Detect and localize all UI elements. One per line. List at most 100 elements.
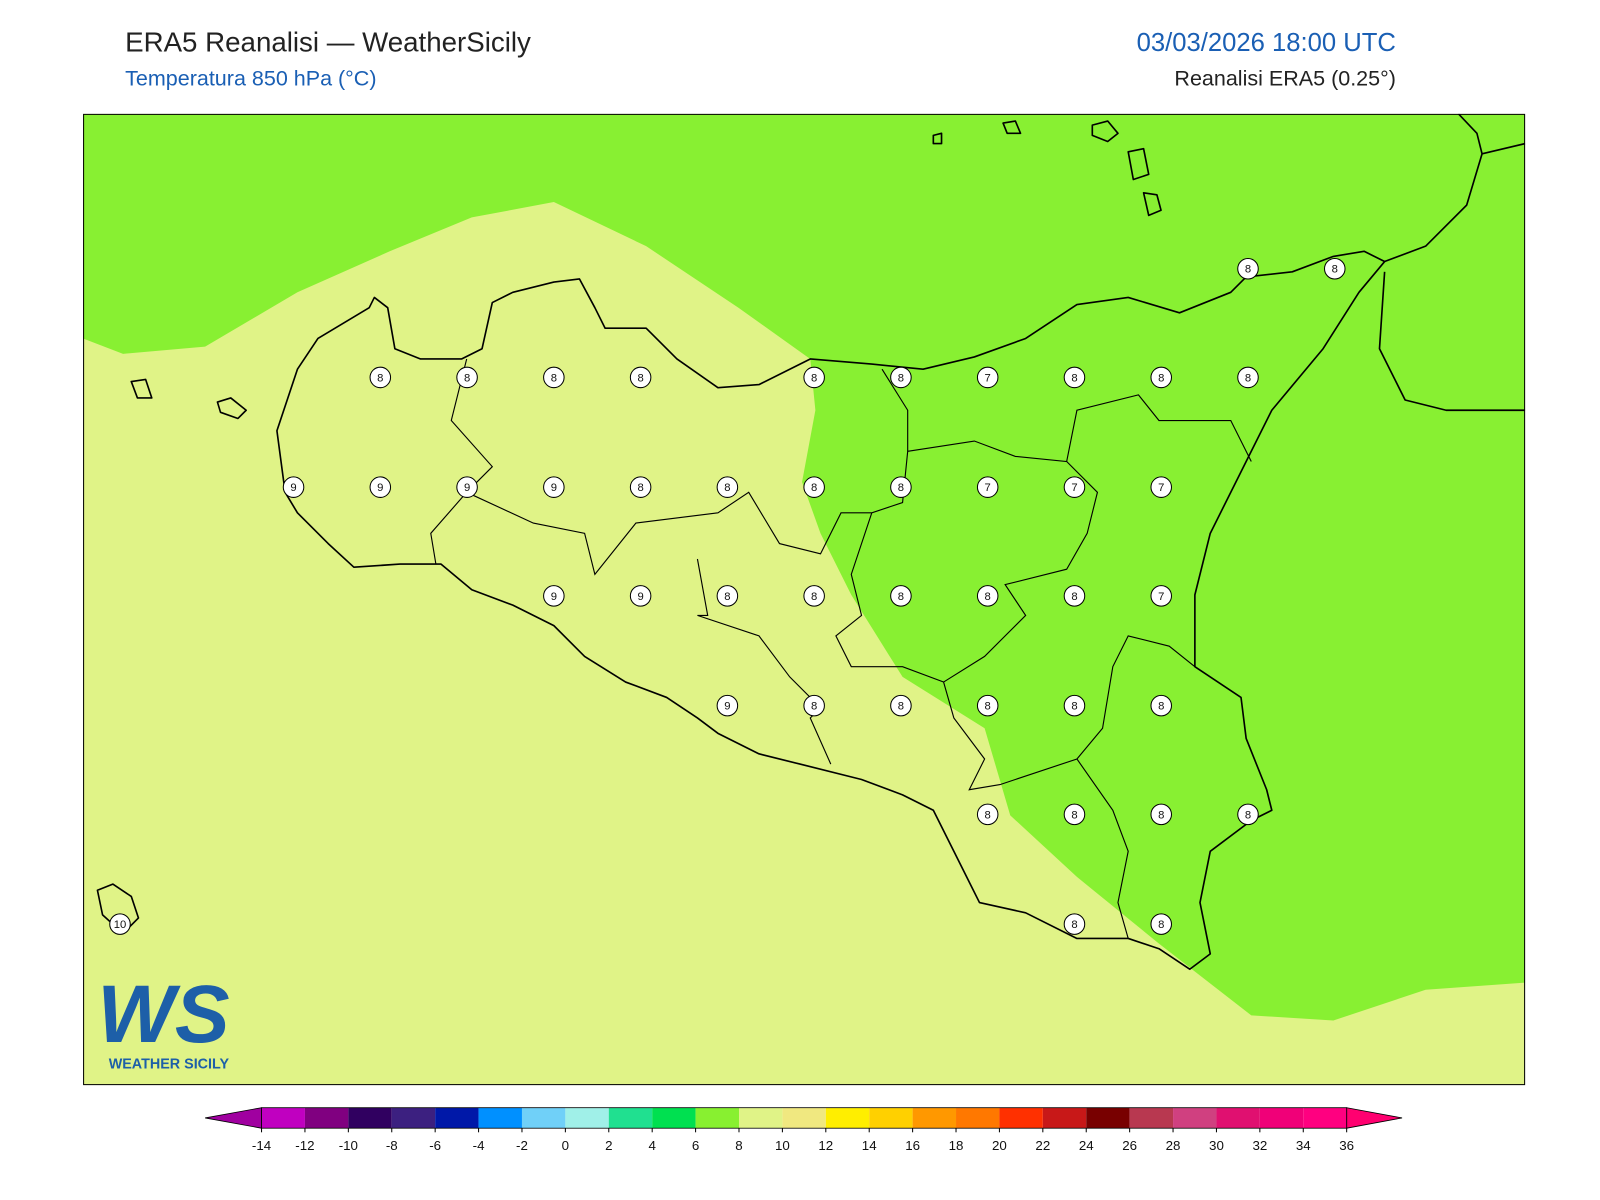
grid-point — [1150, 913, 1172, 935]
grid-value: 8 — [1245, 264, 1251, 276]
colorbar-tick-label: 24 — [1079, 1138, 1094, 1153]
colorbar-tick-label: 32 — [1252, 1138, 1267, 1153]
colorbar-tick-label: 16 — [905, 1138, 920, 1153]
colorbar-segment — [1259, 1107, 1304, 1129]
grid-point — [1150, 694, 1172, 717]
grid-point — [456, 366, 478, 389]
source: Reanalisi ERA5 (0.25°) — [1174, 67, 1395, 91]
title: ERA5 Reanalisi — WeatherSicily — [125, 26, 531, 57]
grid-value: 9 — [637, 591, 643, 603]
grid-value: 8 — [377, 372, 383, 384]
grid-point — [716, 476, 739, 498]
grid-value: 7 — [1158, 591, 1164, 603]
colorbar-tick-label: -12 — [295, 1138, 314, 1153]
grid-value: 7 — [1158, 482, 1164, 494]
colorbar-segment — [652, 1107, 696, 1129]
colorbar-segment — [391, 1107, 436, 1129]
colorbar-tick-label: 2 — [605, 1138, 612, 1153]
colorbar-segment — [956, 1107, 1000, 1129]
grid-point — [716, 585, 739, 607]
grid-point — [1063, 694, 1086, 717]
map: WS WEATHER SICILY 8 8 8 8 8 8 8 8 7 8 8 8 9 9 9 9 8 8 8 8 7 7… — [83, 113, 1526, 1086]
grid-value: 7 — [985, 482, 991, 494]
grid-value: 8 — [898, 701, 904, 713]
grid-value: 8 — [1158, 809, 1164, 821]
colorbar-tick-label: 0 — [562, 1138, 569, 1153]
colorbar-tick-label: 36 — [1339, 1138, 1354, 1153]
colorbar-tick-label: 4 — [648, 1138, 656, 1153]
colorbar-segment — [738, 1107, 783, 1129]
logo-text: WEATHER SICILY — [109, 1056, 230, 1072]
grid-point — [1150, 476, 1172, 498]
colorbar-tick-label: -14 — [252, 1138, 272, 1153]
grid-value: 8 — [898, 482, 904, 494]
grid-point — [1237, 257, 1259, 280]
grid-value: 8 — [1332, 264, 1338, 276]
colorbar-frame — [261, 1107, 1348, 1129]
colorbar-segment — [782, 1107, 826, 1129]
grid-point — [369, 476, 392, 498]
grid-value: 9 — [551, 482, 557, 494]
colorbar-segment — [1173, 1107, 1217, 1129]
grid-point — [1063, 913, 1086, 935]
colorbar-segment — [695, 1107, 739, 1129]
colorbar-tick-label: -8 — [386, 1138, 398, 1153]
grid-point — [629, 585, 652, 607]
colorbar-tick-label: -10 — [339, 1138, 358, 1153]
grid-point — [456, 476, 478, 498]
grid-value: 9 — [724, 701, 730, 713]
grid-value: 9 — [464, 482, 470, 494]
grid-value: 7 — [1071, 482, 1077, 494]
colorbar-segment — [999, 1107, 1043, 1129]
grid-value: 8 — [724, 591, 730, 603]
colorbar-segment — [1086, 1107, 1130, 1129]
grid-value: 8 — [898, 591, 904, 603]
colorbar-tick-label: 6 — [692, 1138, 699, 1153]
grid-value: 8 — [811, 591, 817, 603]
grid-value: 8 — [985, 809, 991, 821]
grid-value: 8 — [464, 372, 470, 384]
colorbar-tick-label: 22 — [1035, 1138, 1050, 1153]
field-high — [83, 113, 1526, 1021]
grid-point — [543, 476, 565, 498]
colorbar-segment — [1129, 1107, 1174, 1129]
colorbar-segment — [304, 1107, 349, 1129]
grid-value: 8 — [811, 372, 817, 384]
grid-point — [1150, 585, 1172, 607]
grid-point — [543, 585, 565, 607]
grid-value: 8 — [811, 701, 817, 713]
colorbar-tick-label: 28 — [1166, 1138, 1181, 1153]
grid-point — [976, 803, 999, 826]
grid-value: 8 — [724, 482, 730, 494]
grid-value: 8 — [1158, 701, 1164, 713]
grid-value: 9 — [551, 591, 557, 603]
grid-point — [629, 366, 652, 389]
grid-value: 8 — [1071, 701, 1077, 713]
grid-value: 8 — [898, 372, 904, 384]
grid-value: 8 — [985, 701, 991, 713]
grid-value: 8 — [1071, 809, 1077, 821]
colorbar-segment — [261, 1107, 305, 1129]
colorbar-tick-label: 20 — [992, 1138, 1007, 1153]
colorbar-tick-label: 18 — [949, 1138, 964, 1153]
grid-value: 8 — [637, 482, 643, 494]
grid-value: 8 — [1245, 372, 1251, 384]
grid-point — [1237, 366, 1259, 389]
grid-value: 9 — [377, 482, 383, 494]
colorbar-tick-label: -2 — [516, 1138, 528, 1153]
colorbar-segment — [565, 1107, 609, 1129]
grid-value: 8 — [637, 372, 643, 384]
grid-value: 8 — [1071, 919, 1077, 931]
grid-value: 8 — [1158, 919, 1164, 931]
logo: WS WEATHER SICILY — [97, 969, 229, 1072]
colorbar-tick-label: 34 — [1296, 1138, 1311, 1153]
grid-point — [1063, 476, 1086, 498]
grid-point — [1063, 803, 1086, 826]
grid-point — [976, 476, 999, 498]
colorbar-segment — [869, 1107, 913, 1129]
grid-value: 8 — [985, 591, 991, 603]
colorbar-segment — [825, 1107, 870, 1129]
grid-point — [976, 366, 999, 389]
calabria — [1378, 113, 1526, 412]
colorbar-segment — [1216, 1107, 1260, 1129]
